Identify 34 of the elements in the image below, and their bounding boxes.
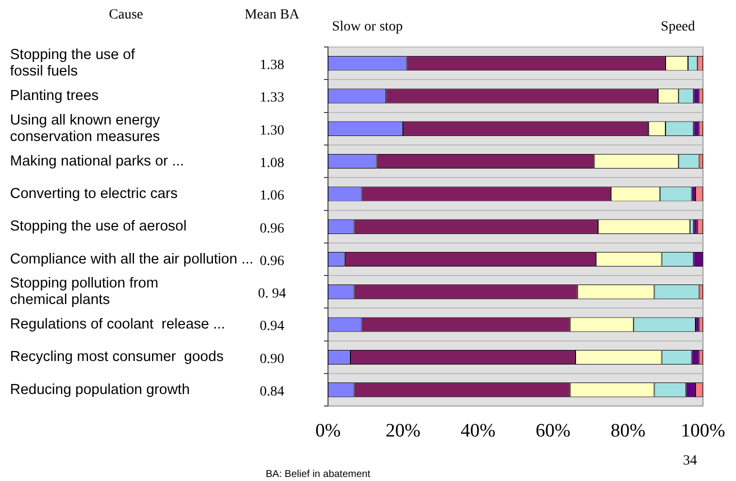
x-tick-label: 40% xyxy=(460,420,496,442)
text: Speed xyxy=(660,20,695,35)
y-axis-title: Cause xyxy=(108,8,144,23)
y2-tick-label: 1.38 xyxy=(260,58,284,73)
y2-tick-label: 1.30 xyxy=(260,123,284,138)
y2-tick-label: 1.08 xyxy=(260,156,284,171)
y-tick-label: Using all known energy conservation measures xyxy=(10,112,161,145)
y-tick-label: Planting trees xyxy=(10,88,99,104)
y-tick-label: Stopping pollution from chemical plants xyxy=(10,276,158,308)
y-tick-label: Reducing population growth xyxy=(10,382,190,398)
y2-tick-label: 1.06 xyxy=(260,188,284,204)
y2-axis-title: Mean BA xyxy=(244,8,300,23)
text: Slow or stop xyxy=(332,20,403,35)
y2-tick-label: 0.90 xyxy=(260,352,284,367)
y-tick-label: Stopping the use of fossil fuels xyxy=(10,46,136,80)
y-tick-label: Stopping the use of aerosol xyxy=(10,218,187,235)
y-tick-label: Recycling most consumer goods xyxy=(10,349,224,366)
y2-tick-label: 0. 94 xyxy=(258,286,286,302)
x-tick-label: 80% xyxy=(610,420,646,442)
text: BA: Belief in abatement xyxy=(266,468,370,480)
text: 34 xyxy=(683,454,697,469)
y-tick-label: Compliance with all the air pollution ... xyxy=(10,251,254,268)
y2-tick-label: 0.96 xyxy=(260,254,284,269)
y-tick-label: Making national parks or ... xyxy=(10,153,184,170)
y2-tick-label: 1.33 xyxy=(260,90,284,106)
x-tick-label: 20% xyxy=(386,420,421,442)
y2-tick-label: 0.96 xyxy=(260,221,284,236)
y2-tick-label: 0.84 xyxy=(260,384,284,400)
y-tick-label: Regulations of coolant release ... xyxy=(10,316,226,333)
y-tick-label: Converting to electric cars xyxy=(10,186,178,202)
x-tick-label: 100% xyxy=(680,420,726,442)
y2-tick-label: 0.94 xyxy=(260,319,284,334)
x-tick-label: 0% xyxy=(315,420,341,442)
x-tick-label: 60% xyxy=(536,420,571,442)
